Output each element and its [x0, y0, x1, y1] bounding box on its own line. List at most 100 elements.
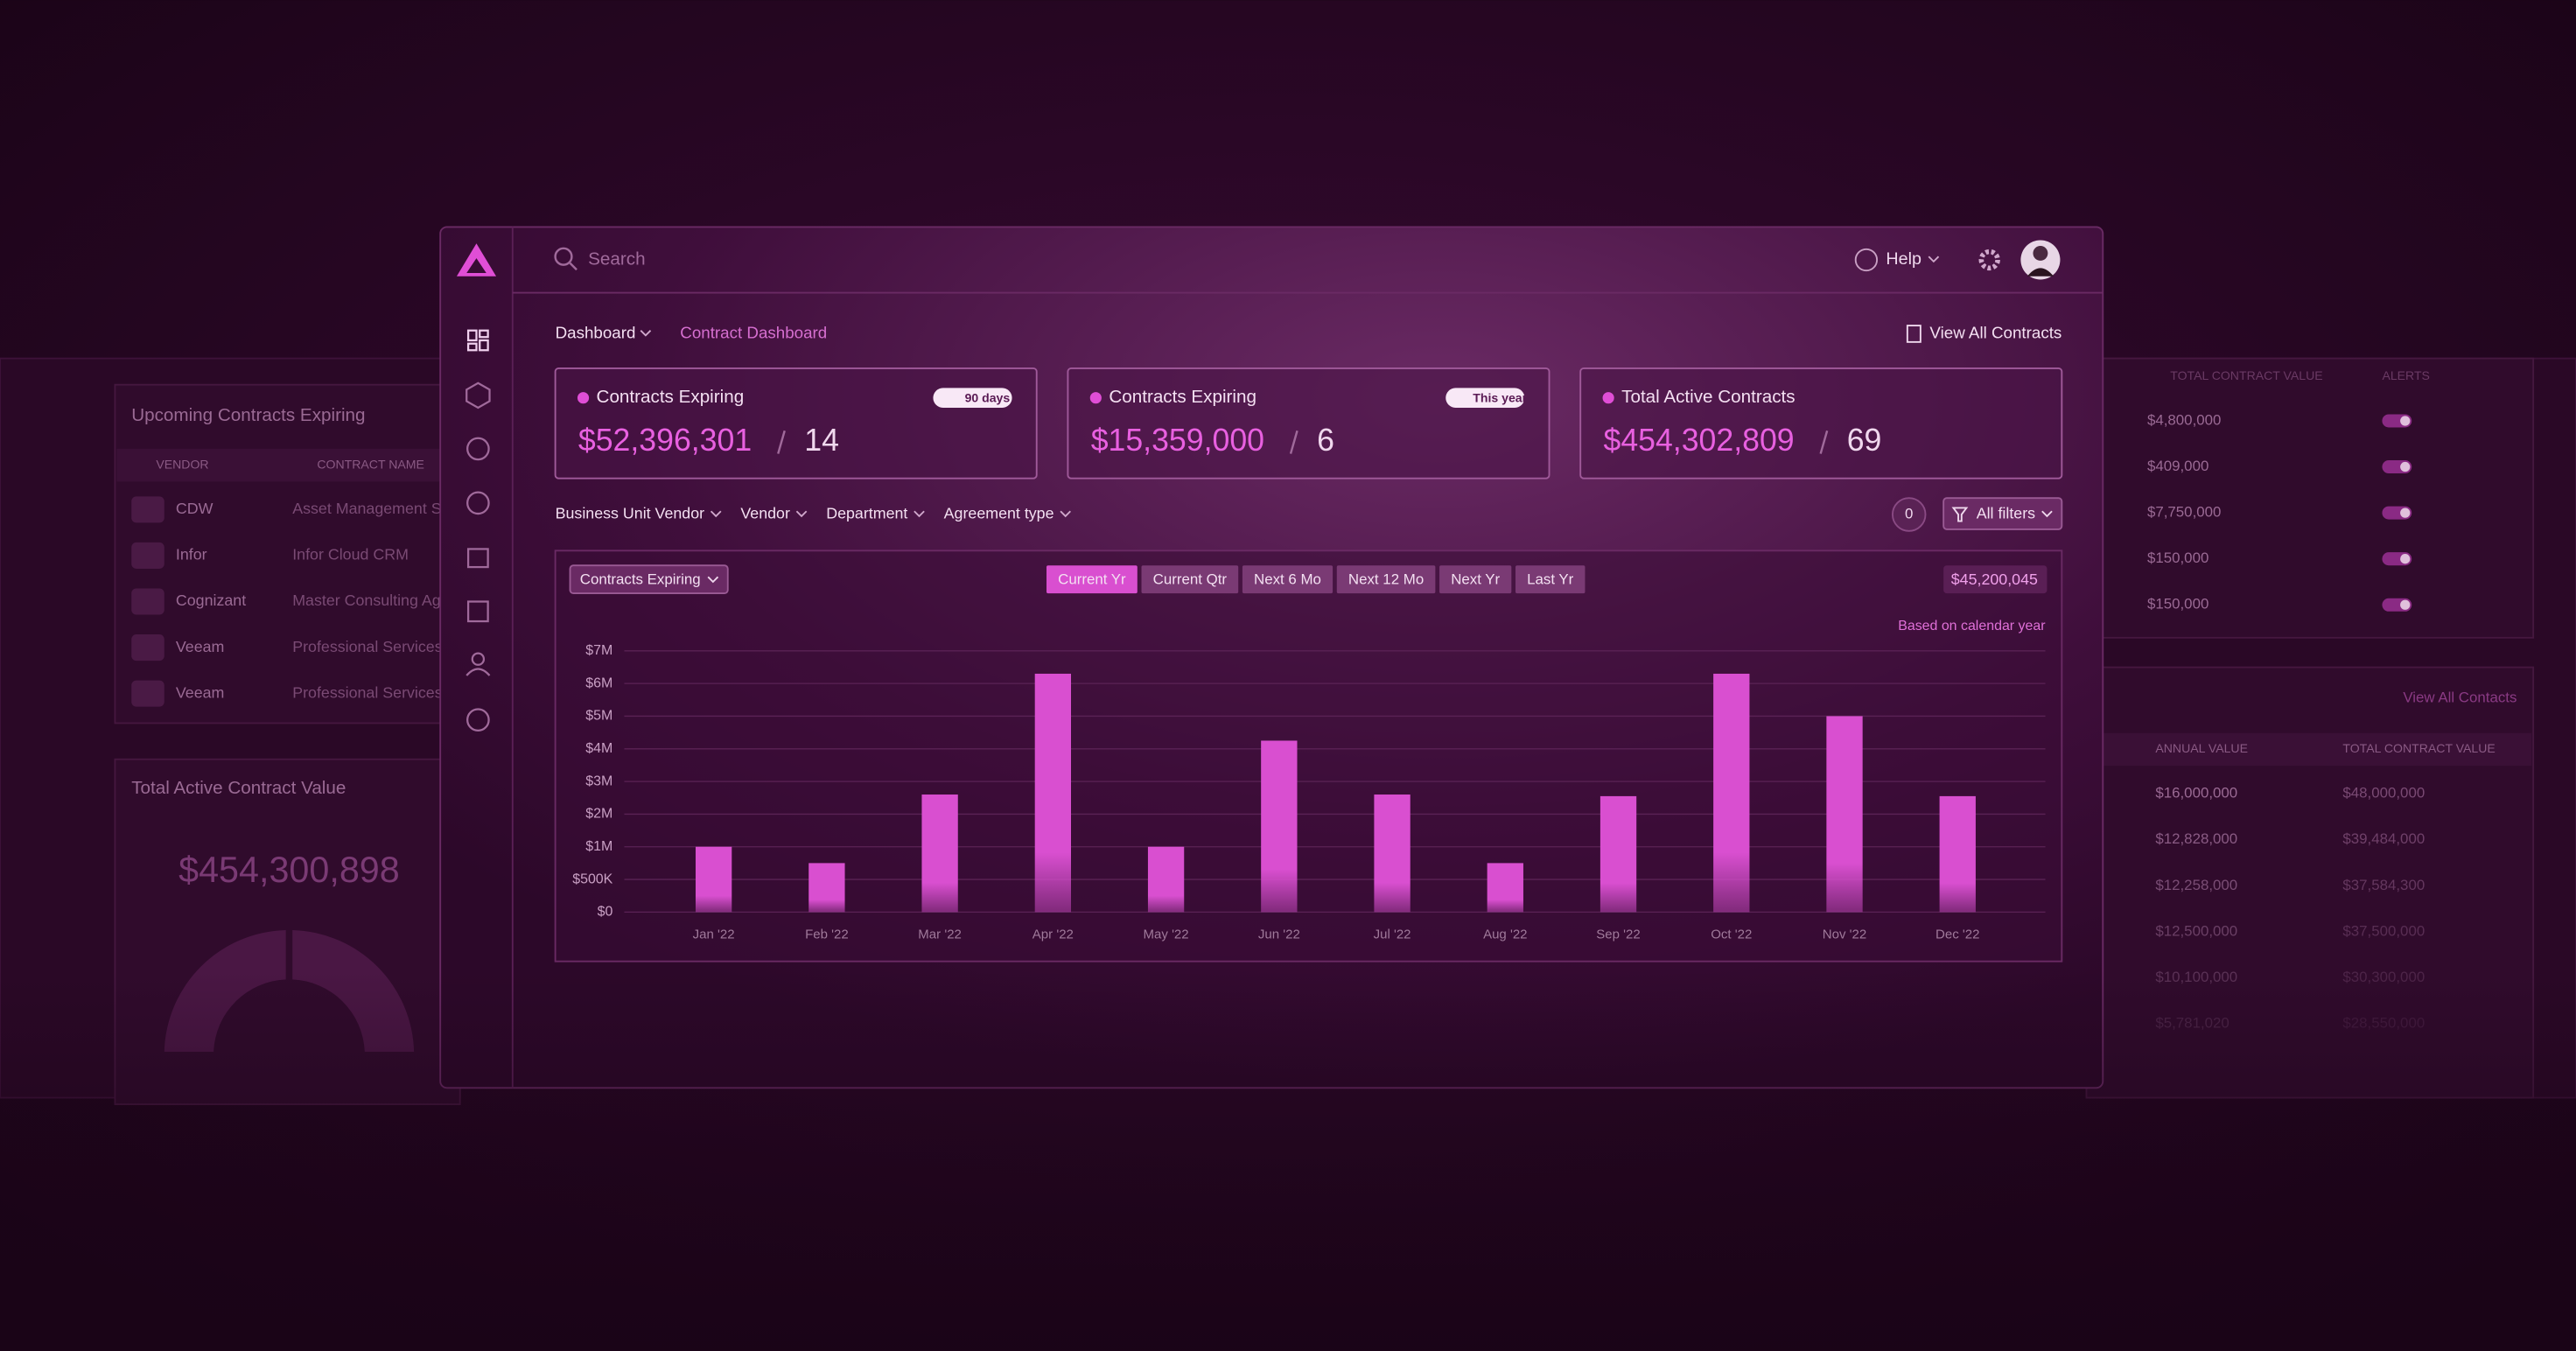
- kpi-amount: $52,396,301: [578, 423, 752, 458]
- range-button[interactable]: Next 6 Mo: [1242, 565, 1334, 594]
- chart-dropdown-label: Contracts Expiring: [580, 571, 701, 588]
- chevron: [707, 576, 719, 584]
- bar: [1034, 673, 1072, 913]
- kpi-badge: [1446, 388, 1525, 408]
- x-tick-label: Oct '22: [1711, 928, 1752, 942]
- vendor: Veeam: [176, 683, 225, 701]
- filter-dropdown[interactable]: Vendor: [740, 505, 790, 522]
- y-tick-label: $2M: [585, 807, 612, 822]
- bar: [1939, 795, 1976, 913]
- toggle-knob: [2400, 461, 2411, 472]
- all-filters-button[interactable]: [1942, 497, 2063, 530]
- breadcrumb-current[interactable]: Contract Dashboard: [680, 323, 827, 341]
- all-filters-label: All filters: [1977, 505, 2035, 522]
- bar: [1713, 673, 1750, 913]
- view-all-icon: [1906, 325, 1922, 343]
- view-all-contacts[interactable]: View All Contacts: [2403, 690, 2516, 706]
- settings[interactable]: [1978, 248, 2000, 271]
- filter-dropdown[interactable]: Department: [826, 505, 907, 522]
- total-value: $454,300,898: [178, 850, 400, 890]
- range-button[interactable]: Last Yr: [1516, 565, 1586, 594]
- nav-activity[interactable]: [466, 708, 490, 732]
- kpi-amount: $15,359,000: [1091, 423, 1264, 458]
- kpi-badge-label: This year: [1473, 390, 1527, 404]
- card-title: Total Active Contract Value: [131, 778, 346, 798]
- range-label: Current Yr: [1058, 571, 1126, 588]
- bar: [1147, 846, 1185, 913]
- x-tick-label: May '22: [1144, 928, 1189, 942]
- bar: [808, 863, 845, 913]
- contract-value: $150,000: [2147, 596, 2208, 612]
- column-header: ALERTS: [2382, 368, 2430, 382]
- y-tick-label: $0: [598, 905, 613, 920]
- y-tick-label: $4M: [585, 741, 612, 756]
- nav-list[interactable]: [466, 600, 489, 623]
- vendor: Cognizant: [176, 592, 246, 609]
- y-tick-label: $5M: [585, 709, 612, 724]
- view-all-link[interactable]: View All Contracts: [1929, 323, 2062, 341]
- x-tick-label: Apr '22: [1032, 928, 1074, 942]
- nav-archive[interactable]: [466, 548, 489, 569]
- x-tick-label: Jun '22: [1258, 928, 1300, 942]
- kpi-dot: [1602, 392, 1614, 404]
- chevron: [1928, 256, 1940, 263]
- chevron: [914, 510, 925, 518]
- toggle-knob: [2400, 554, 2411, 564]
- total-contract-value: $39,484,000: [2342, 830, 2425, 847]
- kpi-dot: [1089, 392, 1102, 404]
- search-input[interactable]: Search: [588, 248, 645, 269]
- table-header: [116, 448, 460, 482]
- total-contract-value: $37,584,300: [2342, 877, 2425, 893]
- help-icon: [1854, 248, 1879, 272]
- range-button[interactable]: Next Yr: [1439, 565, 1512, 594]
- range-button[interactable]: Current Qtr: [1141, 565, 1239, 594]
- nav-dashboard[interactable]: [466, 329, 478, 342]
- breadcrumb[interactable]: Dashboard: [556, 323, 636, 341]
- range-button-bg: [1141, 565, 1239, 594]
- bar: [1261, 740, 1298, 913]
- range-button-bg: [1336, 565, 1436, 594]
- kpi-label: Total Active Contracts: [1621, 387, 1795, 407]
- nav-box[interactable]: [466, 382, 491, 410]
- nav-check[interactable]: [466, 437, 490, 461]
- bottom-fade: [0, 970, 2576, 1351]
- range-button[interactable]: Current Yr: [1046, 565, 1138, 594]
- chart-dropdown[interactable]: [569, 564, 729, 595]
- table-header: [2088, 732, 2532, 766]
- range-button-bg: [1516, 565, 1586, 594]
- x-tick-label: Jul '22: [1374, 928, 1411, 942]
- x-tick-label: Nov '22: [1823, 928, 1866, 942]
- range-label: Next 12 Mo: [1348, 571, 1424, 588]
- chevron: [710, 510, 722, 518]
- column-header: TOTAL CONTRACT VALUE: [2170, 368, 2322, 382]
- x-tick-label: Jan '22: [693, 928, 735, 942]
- kpi-label: Contracts Expiring: [597, 387, 745, 407]
- logo: [456, 243, 497, 276]
- filter-icon: [1951, 507, 1969, 522]
- bar: [695, 846, 732, 913]
- filter-count: 0: [1905, 505, 1913, 522]
- kpi-card: [554, 367, 1038, 480]
- total-contract-value: $48,000,000: [2342, 785, 2425, 802]
- help-menu[interactable]: Help: [1886, 249, 1922, 269]
- column-header: VENDOR: [156, 457, 208, 471]
- filter-dropdown[interactable]: Business Unit Vendor: [556, 505, 705, 522]
- range-button[interactable]: Next 12 Mo: [1336, 565, 1436, 594]
- separator: [1289, 430, 1298, 454]
- card-title: Upcoming Contracts Expiring: [131, 405, 365, 425]
- upcoming-card: [114, 383, 461, 724]
- chevron: [1060, 510, 1071, 518]
- kpi-count: 69: [1847, 423, 1882, 458]
- vendor: Infor: [176, 546, 207, 564]
- range-label: Last Yr: [1527, 571, 1574, 588]
- nav-upload[interactable]: [466, 491, 490, 515]
- filter-dropdown[interactable]: Agreement type: [944, 505, 1054, 522]
- nav-user[interactable]: [471, 652, 486, 666]
- contract-name: Asset Management So: [292, 500, 450, 517]
- column-header: CONTRACT NAME: [317, 457, 424, 471]
- kpi-dot: [577, 392, 590, 404]
- contract-name: Professional Services: [292, 638, 443, 655]
- range-label: Current Qtr: [1153, 571, 1228, 588]
- annual-value: $12,500,000: [2155, 922, 2237, 939]
- annual-value: $12,828,000: [2155, 830, 2237, 847]
